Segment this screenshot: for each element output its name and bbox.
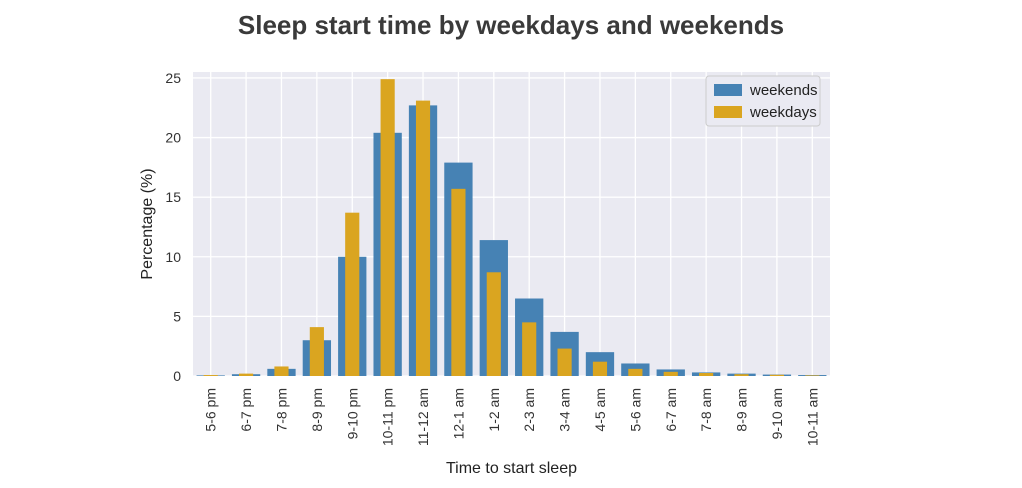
bar-weekdays-5-6am: [628, 368, 643, 376]
x-tick-label: 11-12 am: [415, 388, 431, 446]
y-tick-label: 5: [173, 308, 181, 324]
y-axis-ticks: 0 5 10 15 20 25: [165, 70, 181, 384]
bars: [196, 79, 827, 377]
x-tick-label: 5-6 am: [627, 388, 643, 432]
x-axis-ticks: 5-6 pm 6-7 pm 7-8 pm 8-9 pm 9-10 pm 10-11 pm 1…: [203, 388, 821, 446]
x-tick-label: 4-5 am: [592, 388, 608, 432]
x-tick-label: 8-9 am: [734, 388, 750, 432]
x-tick-label: 7-8 pm: [273, 388, 289, 432]
legend-label-weekdays: weekdays: [749, 104, 817, 121]
bar-weekdays-3-4am: [557, 348, 572, 376]
y-tick-label: 10: [165, 249, 181, 265]
x-axis-label: Time to start sleep: [446, 460, 577, 477]
x-tick-label: 10-11 am: [804, 388, 820, 446]
x-tick-label: 10-11 pm: [380, 388, 396, 446]
bar-weekdays-9-10pm: [345, 212, 360, 376]
legend-swatch-weekends: [714, 84, 742, 96]
bar-weekdays-8-9am: [734, 374, 749, 376]
y-tick-label: 20: [165, 130, 181, 146]
bar-weekdays-7-8am: [699, 373, 714, 376]
legend-label-weekends: weekends: [749, 82, 818, 99]
y-tick-label: 15: [165, 189, 181, 205]
bar-weekdays-8-9pm: [309, 327, 324, 376]
legend-swatch-weekdays: [714, 106, 742, 118]
chart-title: Sleep start time by weekdays and weekend…: [237, 10, 785, 40]
legend: weekends weekdays: [705, 75, 821, 127]
bar-weekdays-6-7pm: [239, 373, 254, 376]
bar-weekdays-1-2am: [486, 272, 501, 376]
bar-weekdays-9-10am: [769, 374, 784, 376]
bar-weekdays-10-11am: [805, 375, 820, 376]
x-tick-label: 5-6 pm: [203, 388, 219, 432]
y-axis-label: Percentage (%): [139, 168, 156, 279]
x-tick-label: 9-10 pm: [344, 388, 360, 439]
y-tick-label: 25: [165, 70, 181, 86]
x-tick-label: 7-8 am: [698, 388, 714, 432]
bar-weekdays-2-3am: [522, 322, 537, 376]
x-tick-label: 9-10 am: [769, 388, 785, 439]
x-tick-label: 3-4 am: [557, 388, 573, 432]
bar-weekdays-6-7am: [663, 371, 678, 376]
x-tick-label: 6-7 pm: [238, 388, 254, 432]
x-tick-label: 1-2 am: [486, 388, 502, 432]
x-tick-label: 12-1 am: [450, 388, 466, 439]
x-tick-label: 6-7 am: [663, 388, 679, 432]
bar-weekdays-4-5am: [592, 361, 608, 376]
x-tick-label: 8-9 pm: [309, 388, 325, 432]
bar-weekdays-12-1am: [451, 188, 466, 376]
y-tick-label: 0: [173, 368, 181, 384]
bar-weekdays-11-12am: [415, 100, 431, 377]
bar-weekdays-10-11pm: [380, 79, 395, 376]
bar-weekdays-7-8pm: [274, 366, 289, 376]
x-tick-label: 2-3 am: [521, 388, 537, 432]
bar-weekdays-5-6pm: [203, 375, 218, 376]
